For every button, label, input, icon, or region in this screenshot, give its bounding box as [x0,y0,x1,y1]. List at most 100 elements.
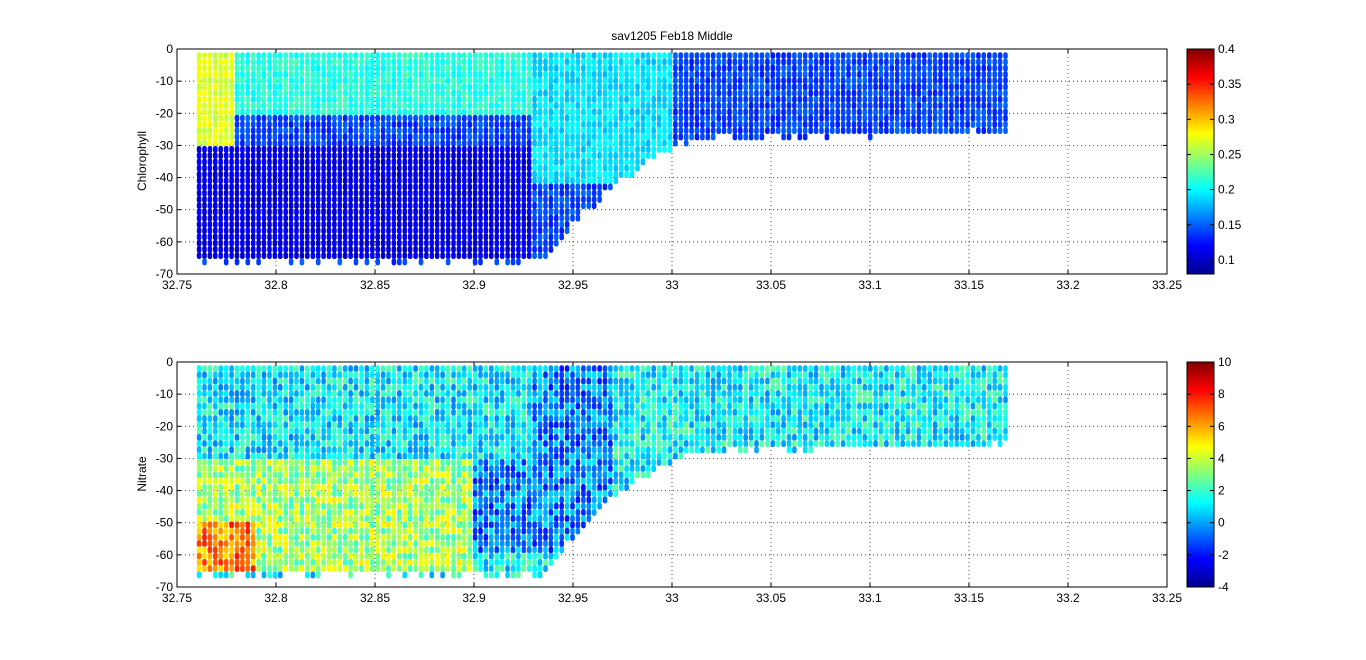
data-cell [651,102,656,110]
data-cell [299,427,305,435]
data-cell [402,239,408,247]
data-cell [581,102,586,110]
data-cell [748,77,754,85]
data-cell [213,158,218,166]
data-cell [375,189,380,197]
data-cell [505,196,510,203]
data-cell [651,121,656,128]
data-cell [256,239,261,247]
data-cell [591,89,597,97]
data-cell [261,133,267,141]
data-cell [965,71,970,78]
data-cell [472,96,478,103]
data-cell [559,96,564,103]
data-cell [478,71,483,78]
data-cell [402,171,408,178]
data-cell [288,565,294,573]
data-cell [386,77,391,85]
data-cell [478,239,483,247]
data-cell [240,221,245,228]
data-cell [413,146,418,153]
data-cell [700,133,705,141]
data-cell [797,121,803,128]
data-cell [315,390,321,398]
data-cell [499,171,505,178]
data-cell [364,114,370,122]
data-cell [932,108,938,116]
data-cell [261,189,267,197]
data-cell [305,96,310,103]
data-cell [218,221,223,228]
data-cell [429,58,435,66]
data-cell [229,121,234,128]
colorbar-tick-label: 0.4 [1218,42,1235,56]
data-cell [716,89,721,97]
data-cell [445,208,451,216]
data-cell [245,177,251,185]
data-cell [283,521,288,529]
data-cell [261,96,267,103]
data-cell [315,446,321,454]
data-cell [792,96,797,103]
data-cell [451,158,456,166]
data-cell [305,440,310,448]
data-cell [223,233,229,241]
data-cell [386,546,391,554]
data-cell [294,252,299,260]
data-cell [646,127,651,135]
data-cell [434,208,440,216]
data-cell [278,509,283,516]
data-cell [391,546,397,554]
data-cell [359,521,364,529]
data-cell [754,108,759,116]
data-cell [386,221,391,228]
data-cell [424,233,429,241]
data-cell [213,177,218,185]
data-cell [250,496,256,504]
data-cell [467,108,472,116]
data-cell [451,171,456,178]
data-cell [472,114,478,122]
data-cell [353,189,359,197]
data-cell [386,96,391,103]
data-cell [386,121,391,128]
data-cell [472,177,478,185]
data-cell [397,164,402,172]
data-cell [532,202,537,210]
data-cell [402,521,408,529]
data-cell [278,477,283,485]
data-cell [391,565,397,573]
data-cell [407,239,413,247]
data-cell [250,246,256,253]
data-cell [202,183,207,191]
data-cell [299,371,305,379]
data-cell [256,546,261,554]
data-cell [402,571,408,579]
data-cell [245,509,251,516]
data-cell [386,371,391,379]
data-cell [716,108,721,116]
data-cell [1003,77,1008,85]
data-cell [223,552,229,560]
data-cell [223,214,229,222]
data-cell [283,559,288,566]
data-cell [808,52,813,60]
data-cell [386,559,391,566]
data-cell [391,477,397,485]
data-cell [223,434,229,441]
data-cell [348,114,353,122]
data-cell [207,146,213,153]
data-cell [824,64,830,72]
data-cell [223,440,229,448]
data-cell [375,171,380,178]
data-cell [305,484,310,491]
data-cell [310,440,316,448]
data-cell [294,102,299,110]
data-cell [326,171,332,178]
data-cell [591,108,597,116]
data-cell [516,96,521,103]
data-cell [418,71,424,78]
data-cell [467,158,472,166]
data-cell [494,202,500,210]
data-cell [494,177,500,185]
